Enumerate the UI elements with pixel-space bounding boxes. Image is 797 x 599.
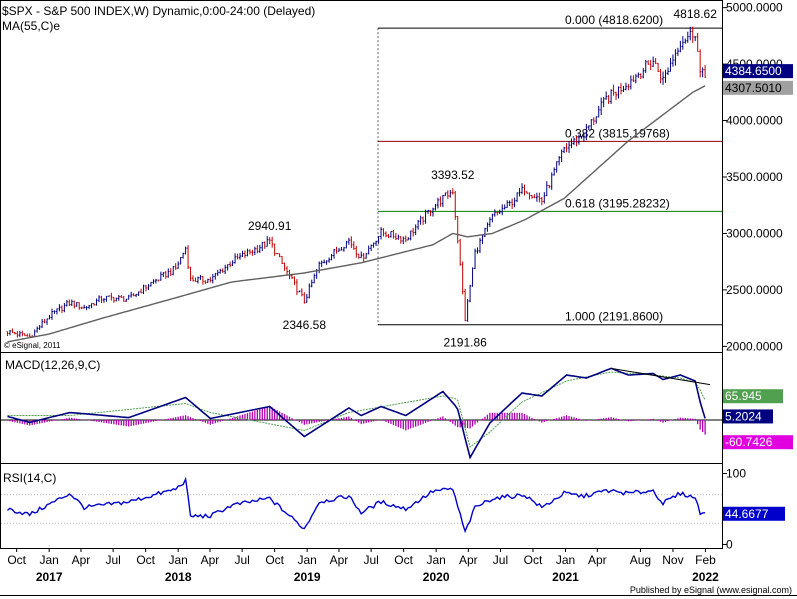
fib-level-label: 0.000 (4818.6200) <box>565 13 663 27</box>
macd-legend: MACD(12,26,9,C) <box>5 358 100 372</box>
copyright-label: © eSignal, 2011 <box>4 341 61 350</box>
year-label: 2021 <box>552 570 579 584</box>
year-label: 2019 <box>294 570 321 584</box>
ma-55-line <box>7 85 706 343</box>
month-label: Oct <box>7 553 26 567</box>
year-label: 2020 <box>423 570 450 584</box>
rsi-tick-label: 0 <box>726 537 733 551</box>
ma-legend: MA(55,C)e <box>2 19 60 33</box>
price-tick-label: 2500.0000 <box>726 283 783 297</box>
month-label: Jul <box>363 553 378 567</box>
month-label: Oct <box>394 553 413 567</box>
rsi-tick-label: 100 <box>726 467 746 481</box>
month-label: Oct <box>136 553 155 567</box>
month-label: Oct <box>524 553 543 567</box>
price-badges: 4307.5010 4384.6500 <box>723 64 793 95</box>
publisher-footer: Published by eSignal (www.esignal.com) <box>630 585 792 595</box>
month-label: Apr <box>72 553 91 567</box>
time-axis: Oct Jan Apr Jul Oct Jan Apr Jul Oct Jan Apr Jul Oct J… <box>7 548 719 584</box>
price-tick-label: 3000.0000 <box>726 226 783 240</box>
rsi-value-badge-bg <box>723 506 785 521</box>
macd-value-badge: 5.2024 <box>725 409 762 423</box>
month-label: Nov <box>662 553 683 567</box>
macd-indicator: 65.945 5.2024 -60.7426 <box>1 367 793 460</box>
month-label: Apr <box>201 553 220 567</box>
month-label: Apr <box>330 553 349 567</box>
month-label: Jul <box>234 553 249 567</box>
month-label: Jan <box>556 553 575 567</box>
rsi-legend: RSI(14,C) <box>3 471 56 485</box>
month-label: Jan <box>426 553 445 567</box>
month-label: Jan <box>39 553 58 567</box>
macd-histogram-badge-bg <box>723 435 793 450</box>
rsi-panel <box>0 463 723 549</box>
year-label: 2018 <box>165 570 192 584</box>
price-annotation: 2346.58 <box>283 318 327 332</box>
macd-trendline <box>611 367 711 386</box>
ma-value-badge: 4307.5010 <box>725 81 782 95</box>
month-label: Jan <box>297 553 316 567</box>
price-tick-label: 3500.0000 <box>726 170 783 184</box>
price-value-badge-bg <box>723 64 793 79</box>
price-annotations: 4818.62 3393.52 2940.91 2346.58 2191.86 <box>248 7 717 350</box>
macd-signal-badge: 65.945 <box>725 389 762 403</box>
year-label: 2022 <box>692 570 719 584</box>
year-label: 2017 <box>36 570 63 584</box>
price-tick-label: 5000.0000 <box>726 1 783 15</box>
month-label: Jul <box>493 553 508 567</box>
price-annotation: 4818.62 <box>674 7 718 21</box>
price-value-badge: 4384.6500 <box>725 64 782 78</box>
macd-histogram-badge: -60.7426 <box>725 435 773 449</box>
ma-value-badge-bg <box>723 80 793 95</box>
month-label: Feb <box>695 553 716 567</box>
price-tick-label: 4000.0000 <box>726 114 783 128</box>
chart-title: $SPX - S&P 500 INDEX,W) Dynamic,0:00-24:… <box>2 4 315 18</box>
rsi-value-badge: 44.6677 <box>725 507 769 521</box>
rsi-line <box>7 476 706 534</box>
rsi-indicator: 100 0 44.6677 <box>1 467 785 551</box>
macd-line <box>7 367 706 460</box>
month-label: Jan <box>168 553 187 567</box>
fib-level-label: 1.000 (2191.8600) <box>565 310 663 324</box>
month-label: Jul <box>105 553 120 567</box>
macd-value-badge-bg <box>723 409 773 424</box>
price-annotation: 3393.52 <box>431 168 475 182</box>
fib-level-label: 0.618 (3195.28232) <box>565 196 670 210</box>
price-annotation: 2940.91 <box>248 219 292 233</box>
month-label: Apr <box>588 553 607 567</box>
month-label: Aug <box>630 553 651 567</box>
month-label: Apr <box>459 553 478 567</box>
price-candles <box>6 26 707 338</box>
macd-signal-badge-bg <box>723 389 783 404</box>
month-label: Oct <box>265 553 284 567</box>
price-annotation: 2191.86 <box>443 336 487 350</box>
price-tick-label: 2000.0000 <box>726 339 783 353</box>
fib-level-label: 0.382 (3815.19768) <box>565 126 670 140</box>
fibonacci-levels: 0.000 (4818.6200) 0.382 (3815.19768) 0.618… <box>377 13 722 326</box>
